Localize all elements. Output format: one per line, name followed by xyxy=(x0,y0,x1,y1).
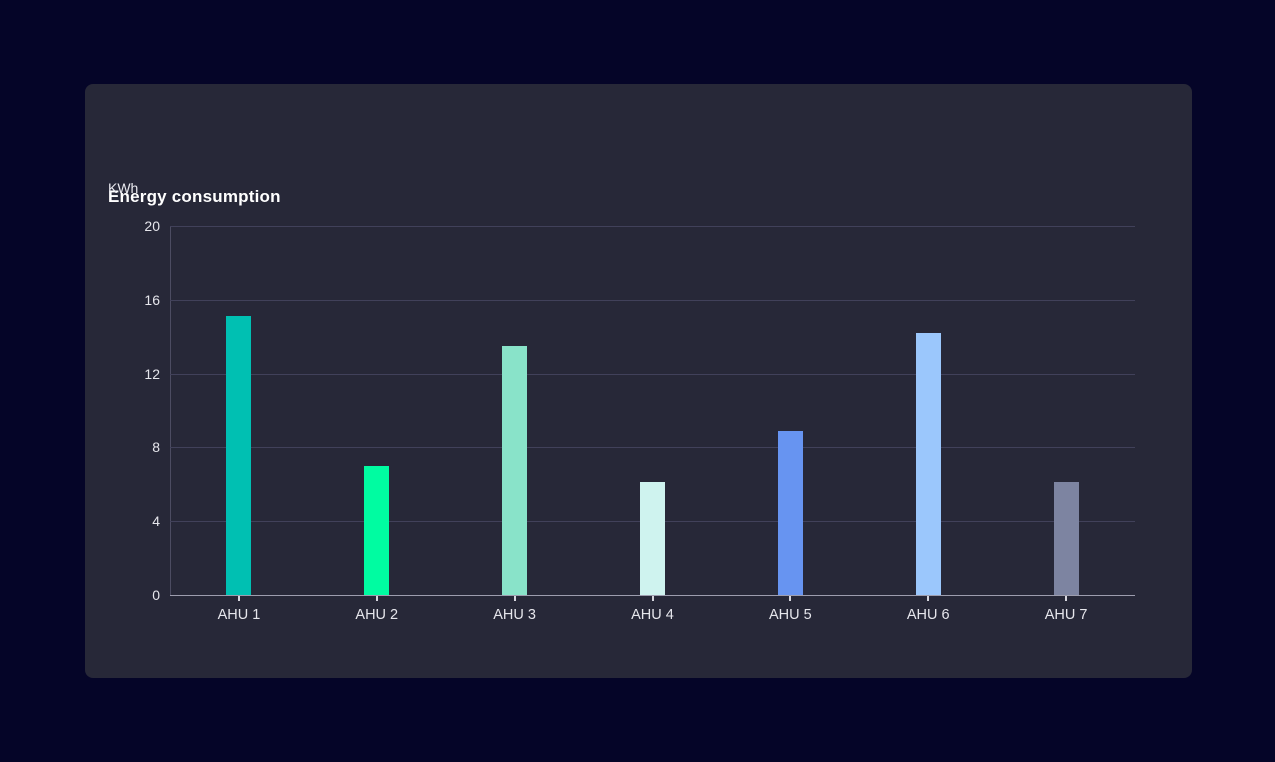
x-tick-label: AHU 1 xyxy=(217,607,261,623)
y-tick-label: 12 xyxy=(144,365,160,382)
gridline xyxy=(170,226,1135,227)
x-axis-tick xyxy=(1065,596,1068,601)
x-axis-tick xyxy=(237,596,240,601)
gridline xyxy=(170,447,1135,449)
x-tick-label: AHU 4 xyxy=(631,607,674,623)
x-tick-label: AHU 6 xyxy=(906,607,950,623)
y-axis-spine xyxy=(170,226,171,595)
x-axis-tick xyxy=(513,596,516,601)
x-axis-tick xyxy=(927,596,930,601)
bar-ahu-7 xyxy=(1053,482,1079,595)
gridline xyxy=(170,373,1135,375)
x-axis-tick xyxy=(789,596,792,601)
x-axis-tick xyxy=(375,596,378,601)
bar-ahu-3 xyxy=(502,345,528,595)
y-tick-label: 20 xyxy=(144,218,160,234)
y-tick-label: 0 xyxy=(152,587,160,603)
x-tick-label: AHU 7 xyxy=(1044,607,1088,623)
gridline xyxy=(170,299,1135,301)
y-tick-label: 8 xyxy=(152,439,160,456)
bar-ahu-2 xyxy=(364,465,390,595)
y-tick-label: 16 xyxy=(144,291,160,308)
bar-ahu-1 xyxy=(226,316,252,595)
x-tick-label: AHU 5 xyxy=(768,607,812,623)
y-tick-label: 4 xyxy=(152,513,160,530)
x-axis-line xyxy=(170,595,1135,596)
bar-ahu-5 xyxy=(777,430,803,595)
bar-ahu-6 xyxy=(915,333,941,595)
bar-ahu-4 xyxy=(640,482,665,595)
y-axis-unit-label: KWh xyxy=(108,180,139,196)
bar-chart: 0 4 8 12 16 20 AHU 1 AHU 2 AHU 3 AHU 4 AHU 5 AHU 6 A… xyxy=(85,84,1192,678)
x-tick-label: AHU 2 xyxy=(355,607,399,623)
x-axis-tick xyxy=(651,596,654,601)
chart-title: Energy consumption xyxy=(108,187,281,206)
x-tick-label: AHU 3 xyxy=(493,607,536,623)
energy-consumption-card: Energy consumption KWh 0 4 8 12 16 20 AHU 1 AHU… xyxy=(85,84,1192,678)
